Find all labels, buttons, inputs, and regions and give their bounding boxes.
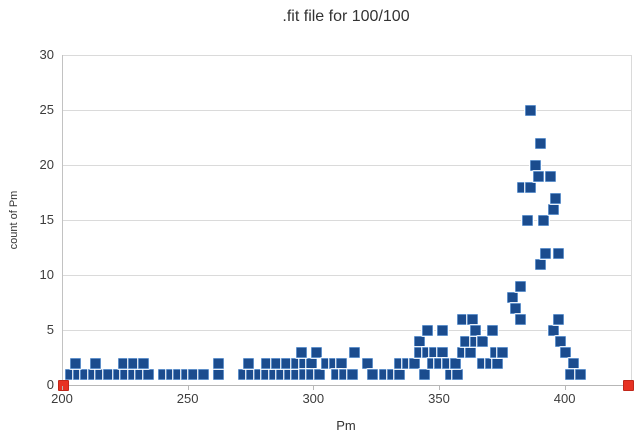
data-point[interactable] [306,357,318,369]
data-point[interactable] [366,368,378,380]
endpoint-marker[interactable] [622,379,634,391]
y-gridline [63,109,631,111]
data-point[interactable] [529,159,541,171]
data-point[interactable] [532,170,544,182]
y-gridline [63,164,631,166]
y-gridline [63,219,631,221]
data-point[interactable] [545,170,557,182]
data-point[interactable] [524,104,536,116]
y-gridline [63,54,631,56]
data-point[interactable] [311,346,323,358]
x-axis-title: Pm [336,418,356,433]
data-point[interactable] [477,335,489,347]
data-point[interactable] [346,368,358,380]
data-point[interactable] [437,324,448,336]
data-point[interactable] [142,368,154,380]
x-tick-label: 400 [553,391,576,406]
x-tick-mark [438,386,440,390]
x-tick-mark [187,386,189,390]
y-tick-label: 10 [39,267,54,282]
data-point[interactable] [522,214,534,226]
y-tick-label: 5 [46,322,54,337]
chart-title: .fit file for 100/100 [282,8,410,25]
data-point[interactable] [449,357,461,369]
y-tick-label: 0 [46,377,54,392]
data-point[interactable] [514,280,526,292]
endpoint-marker[interactable] [57,379,69,391]
data-point[interactable] [507,291,519,303]
y-gridline [63,274,631,276]
data-point[interactable] [90,357,102,369]
data-point[interactable] [459,335,471,347]
data-point[interactable] [467,313,479,325]
data-point[interactable] [547,203,559,215]
x-tick-label: 250 [176,391,199,406]
data-point[interactable] [414,335,426,347]
data-point[interactable] [487,324,499,336]
data-point[interactable] [361,357,373,369]
data-point[interactable] [452,368,464,380]
data-point[interactable] [547,324,559,336]
data-point[interactable] [550,192,562,204]
data-point[interactable] [70,357,82,369]
data-point[interactable] [243,357,255,369]
data-point[interactable] [313,368,325,380]
data-point[interactable] [524,181,536,193]
y-tick-label: 15 [39,212,54,227]
data-point[interactable] [394,368,406,380]
data-point[interactable] [560,346,572,358]
y-tick-label: 30 [39,47,54,62]
x-tick-label: 350 [428,391,450,406]
x-tick-mark [564,386,566,390]
data-point[interactable] [213,357,225,369]
data-point[interactable] [552,313,564,325]
data-point[interactable] [349,346,361,358]
data-point[interactable] [437,346,448,358]
data-point[interactable] [535,137,547,149]
data-point[interactable] [419,368,431,380]
data-point[interactable] [509,302,521,314]
y-tick-label: 20 [39,157,54,172]
data-point[interactable] [421,324,433,336]
data-point[interactable] [514,313,526,325]
data-point[interactable] [492,357,504,369]
x-tick-mark [62,386,63,390]
x-tick-label: 300 [302,391,325,406]
y-tick-label: 25 [39,102,54,117]
data-point[interactable] [213,368,225,380]
data-point[interactable] [567,357,579,369]
data-point[interactable] [137,357,149,369]
data-point[interactable] [497,346,509,358]
x-tick-label: 200 [51,391,73,406]
data-point[interactable] [296,346,308,358]
data-point[interactable] [464,346,476,358]
y-gridline [63,329,631,331]
data-point[interactable] [469,324,481,336]
data-point[interactable] [198,368,210,380]
x-tick-mark [313,386,315,390]
data-point[interactable] [535,258,547,270]
data-point[interactable] [336,357,348,369]
data-point[interactable] [540,247,552,259]
plot-area [57,54,634,391]
data-point[interactable] [555,335,567,347]
data-point[interactable] [552,247,564,259]
data-point[interactable] [409,357,421,369]
data-point[interactable] [537,214,549,226]
data-point[interactable] [575,368,587,380]
